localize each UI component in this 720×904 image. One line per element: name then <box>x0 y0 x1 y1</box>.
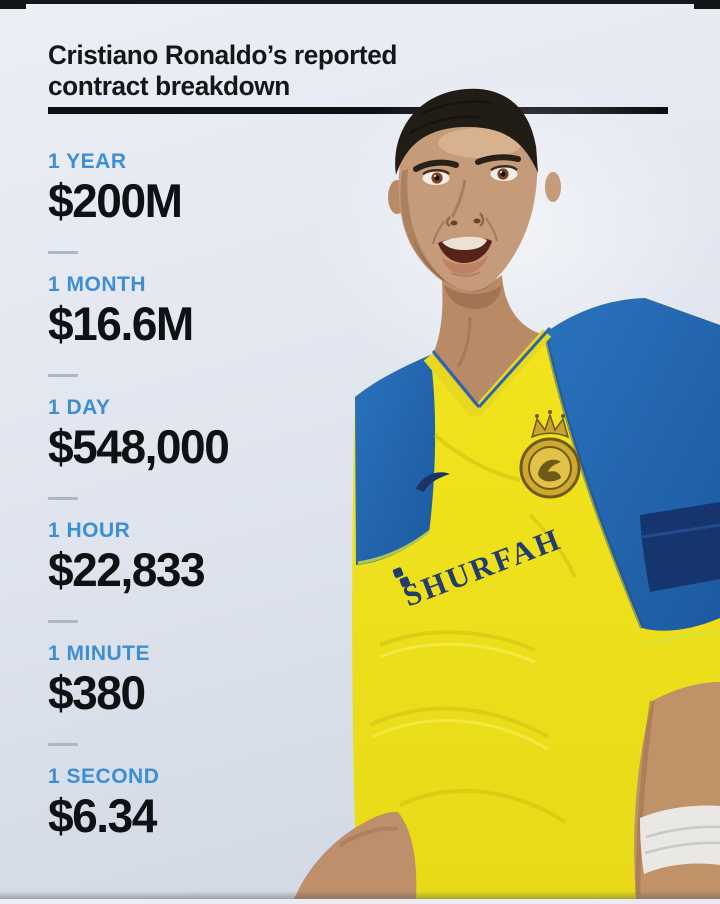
right-forearm <box>634 682 720 899</box>
stat-label: 1 MINUTE <box>48 642 151 665</box>
top-border <box>0 0 720 4</box>
jersey-right-blue-sleeve <box>545 298 720 631</box>
neck-tendon <box>456 316 472 368</box>
stat-value: $16.6M <box>48 297 194 350</box>
stat-divider <box>48 374 78 377</box>
top-left-corner-block <box>0 0 26 9</box>
captain-armband <box>640 502 720 592</box>
left-eyebrow <box>413 159 459 172</box>
stat-value: $6.34 <box>48 789 157 842</box>
top-right-corner-block <box>694 0 720 9</box>
stat-day: 1 DAY $548,000 <box>48 396 232 519</box>
collar <box>423 326 552 418</box>
stat-value: $200M <box>48 174 183 227</box>
stat-divider <box>48 497 78 500</box>
neck-and-chest <box>428 275 545 412</box>
stat-label: 1 MONTH <box>48 273 146 296</box>
neck-shadow <box>444 285 502 309</box>
forehead-highlight <box>438 128 522 158</box>
stat-value: $22,833 <box>48 543 206 596</box>
hair <box>395 88 538 175</box>
jaw-stubble <box>412 235 494 292</box>
stat-label: 1 HOUR <box>48 519 131 542</box>
sponsor-text: SHURFAH <box>398 521 566 613</box>
stat-divider <box>48 620 78 623</box>
wristband <box>640 805 720 874</box>
jersey-wrinkles <box>369 433 577 824</box>
stat-divider <box>48 251 78 254</box>
nose <box>445 179 485 228</box>
sleeve-seam-shadow <box>543 332 644 629</box>
stat-year: 1 YEAR $200M <box>48 150 232 273</box>
stat-second: 1 SECOND $6.34 <box>48 765 232 888</box>
jersey-left-blue-sleeve <box>355 355 436 565</box>
stat-divider <box>48 743 78 746</box>
bottom-shadow <box>0 891 720 899</box>
stat-label: 1 DAY <box>48 396 111 419</box>
mouth <box>432 217 498 277</box>
left-cuff-piping <box>357 529 431 565</box>
ronaldo-figure: SHURFAH <box>280 65 720 899</box>
stat-label: 1 YEAR <box>48 150 127 173</box>
ronaldo-photo-illustration: SHURFAH <box>294 65 720 899</box>
left-hand <box>294 811 417 899</box>
right-ear <box>545 172 561 202</box>
brand-mark-icon <box>416 472 450 492</box>
page-title: Cristiano Ronaldo’s reported contract br… <box>48 40 397 102</box>
face-left-shading <box>400 169 448 283</box>
stat-value: $380 <box>48 666 146 719</box>
stat-label: 1 SECOND <box>48 765 160 788</box>
face <box>398 116 538 292</box>
page-title-line2: contract breakdown <box>48 71 290 101</box>
stat-minute: 1 MINUTE $380 <box>48 642 232 765</box>
al-nassr-crest-icon <box>519 410 581 499</box>
right-cuff-piping <box>643 631 720 647</box>
contract-stats-list: 1 YEAR $200M 1 MONTH $16.6M 1 DAY $548,0… <box>48 150 232 888</box>
head <box>388 88 561 292</box>
stat-month: 1 MONTH $16.6M <box>48 273 232 396</box>
jersey: SHURFAH <box>352 298 720 899</box>
jersey-highlights <box>371 642 549 751</box>
stat-hour: 1 HOUR $22,833 <box>48 519 232 642</box>
page-title-line1: Cristiano Ronaldo’s reported <box>48 40 398 70</box>
left-ear <box>388 180 406 214</box>
armband-stripe <box>641 523 720 539</box>
left-eye <box>422 169 450 185</box>
right-eye <box>490 165 518 181</box>
backdrop-glow <box>310 65 720 405</box>
left-hand-shading <box>338 826 399 847</box>
title-underline-rule <box>48 107 668 114</box>
right-eyebrow <box>475 154 521 165</box>
stat-value: $548,000 <box>48 420 230 473</box>
jersey-yellow-body <box>352 298 720 899</box>
sponsor-logo-icon <box>392 567 411 588</box>
